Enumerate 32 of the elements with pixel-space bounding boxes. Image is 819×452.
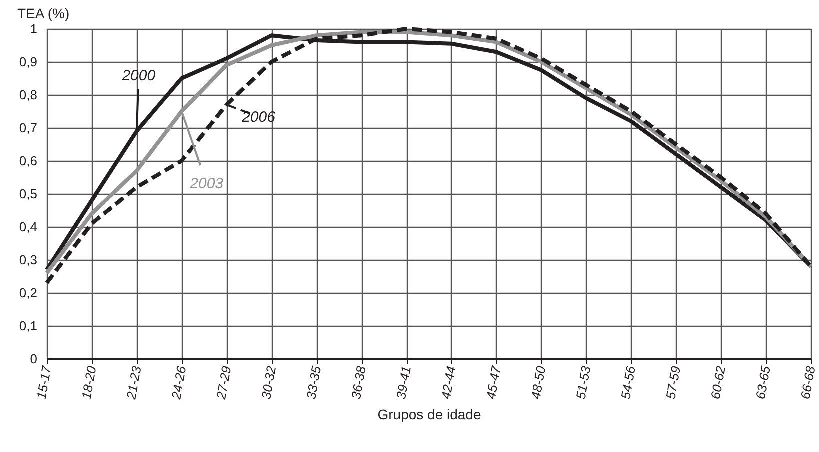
x-tick-label: 48-50: [528, 364, 549, 400]
y-tick-label: 0: [30, 352, 38, 366]
x-tick-label: 63-65: [752, 364, 774, 400]
x-tick-label: 21-23: [124, 364, 144, 402]
x-tick-label: 57-59: [663, 365, 684, 400]
x-axis-title: Grupos de idade: [378, 406, 482, 422]
y-tick-label: 0,8: [19, 88, 38, 102]
x-tick-label: 60-62: [708, 364, 729, 400]
x-tick-label: 36-38: [348, 364, 370, 400]
y-tick-label: 0,7: [19, 120, 38, 136]
x-tick-label: 54-56: [618, 364, 639, 400]
x-tick-label: 66-68: [798, 364, 819, 400]
y-tick-label: 0,9: [19, 54, 38, 70]
x-tick-label: 30-32: [258, 364, 280, 400]
x-tick-label: 18-20: [78, 364, 100, 400]
x-tick-label: 42-44: [438, 365, 459, 400]
y-axis-title: TEA (%): [18, 6, 70, 22]
y-tick-label: 0,2: [19, 286, 38, 300]
x-tick-label: 39-41: [393, 365, 414, 400]
x-tick-label: 45-47: [483, 364, 504, 400]
y-tick-label: 0,6: [19, 154, 38, 168]
y-tick-label: 1: [30, 22, 38, 36]
x-tick-label: 33-35: [303, 364, 324, 400]
x-tick-label: 27-29: [213, 365, 234, 402]
x-tick-label: 24-26: [168, 364, 190, 402]
y-tick-label: 0,5: [19, 186, 38, 202]
y-tick-label: 0,3: [19, 252, 38, 268]
x-tick-label: 51-53: [573, 364, 594, 400]
text: 2003: [189, 176, 224, 192]
x-tick-label: 15-17: [34, 364, 55, 400]
y-tick-label: 0,4: [19, 220, 38, 234]
y-tick-label: 0,1: [19, 318, 38, 334]
